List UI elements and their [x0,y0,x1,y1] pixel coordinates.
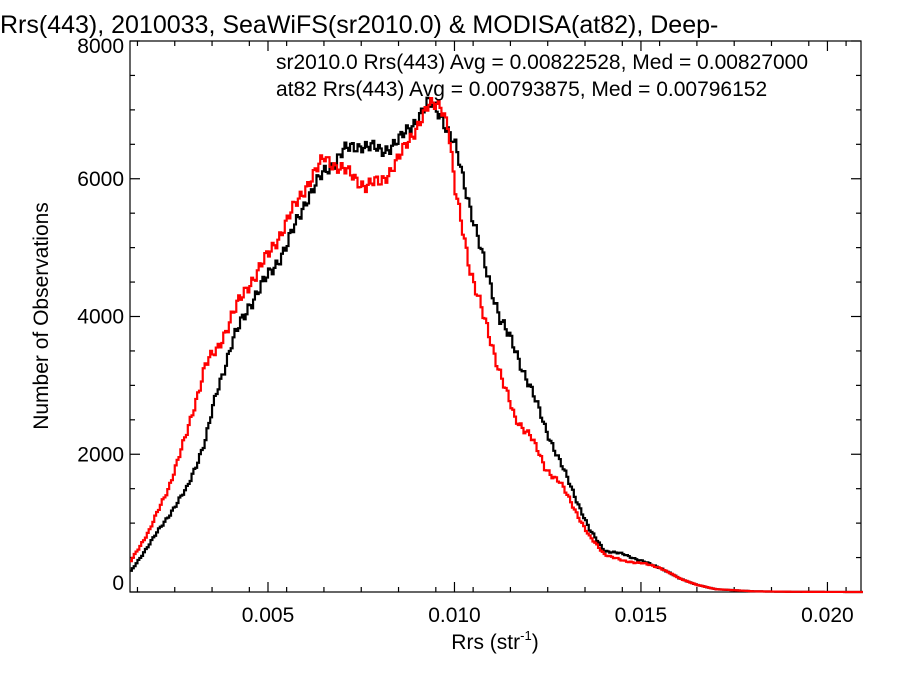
y-tick-label: 2000 [77,443,124,466]
x-tick-label: 0.020 [801,604,854,627]
y-tick-label: 8000 [77,35,124,58]
x-tick-label: 0.005 [242,604,295,627]
y-tick-label: 4000 [77,306,124,329]
series-line-at82 [130,96,863,594]
x-axis-label-main: Rrs (str [451,631,520,654]
plot-area [130,96,863,594]
legend-entry-sr2010: sr2010.0 Rrs(443) Avg = 0.00822528, Med … [276,51,808,74]
axis-ticks [130,40,861,593]
y-axis-label: Number of Observations [30,202,53,430]
x-tick-label: 0.015 [615,604,668,627]
x-axis-label-end: ) [532,631,539,654]
y-tick-label: 0 [112,572,124,595]
chart-title: Rrs(443), 2010033, SeaWiFS(sr2010.0) & M… [0,11,718,39]
legend-entry-at82: at82 Rrs(443) Avg = 0.00793875, Med = 0.… [276,78,767,101]
x-axis-label: Rrs (str-1) [451,628,538,654]
axis-tick-labels: 0.005 0.010 0.015 0.020 0 2000 4000 6000 8000 [77,35,853,627]
x-tick-label: 0.010 [428,604,481,627]
x-axis-label-sup: -1 [520,628,532,643]
y-tick-label: 6000 [77,168,124,191]
